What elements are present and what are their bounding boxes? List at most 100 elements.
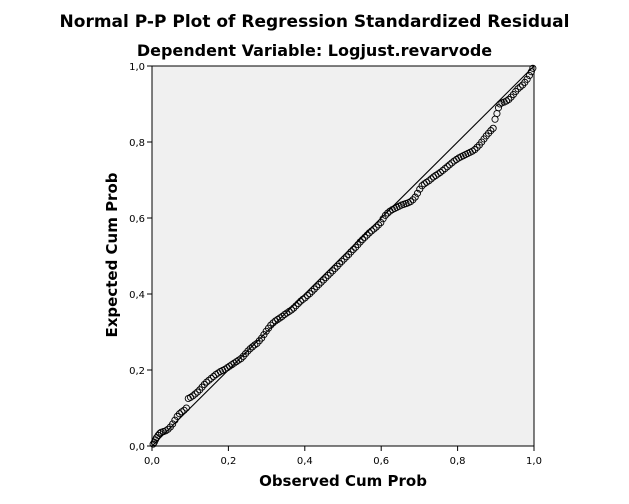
data-point <box>427 175 435 183</box>
x-tick-label: 0,0 <box>144 456 160 467</box>
y-tick-label: 0,4 <box>129 290 145 301</box>
data-point <box>384 209 392 217</box>
data-point <box>529 64 537 72</box>
x-tick-label: 0,4 <box>297 456 313 467</box>
data-point <box>246 345 254 353</box>
data-point <box>329 267 337 275</box>
x-tick-label: 1,0 <box>526 456 542 467</box>
data-point <box>468 147 477 155</box>
data-point <box>372 223 380 231</box>
data-point <box>514 85 522 93</box>
data-point <box>487 127 495 135</box>
data-point <box>193 388 202 396</box>
data-point <box>505 95 513 103</box>
data-point <box>502 97 511 105</box>
data-point <box>269 319 277 327</box>
data-point <box>169 420 177 428</box>
data-point <box>365 229 373 237</box>
data-point <box>489 124 497 132</box>
x-tick-label: 0,6 <box>373 456 389 467</box>
data-point <box>301 294 309 302</box>
data-point <box>439 166 447 175</box>
data-point <box>251 341 259 349</box>
data-point <box>361 233 369 241</box>
data-point <box>276 314 284 322</box>
data-point <box>319 276 328 284</box>
data-point <box>496 100 504 108</box>
data-point <box>349 245 357 254</box>
chart-title: Normal P-P Plot of Regression Standardiz… <box>59 12 570 32</box>
data-point <box>441 165 449 173</box>
y-tick-label: 0,6 <box>129 214 145 225</box>
data-point <box>200 380 208 388</box>
data-point <box>308 287 316 295</box>
data-point <box>525 71 533 80</box>
data-point <box>162 427 170 435</box>
data-point <box>516 83 524 91</box>
data-point <box>448 159 456 167</box>
data-point <box>189 392 197 400</box>
data-point <box>471 146 479 154</box>
data-point <box>164 425 172 433</box>
data-point <box>425 177 433 185</box>
data-point <box>313 283 321 291</box>
x-tick-label: 0,2 <box>220 456 236 467</box>
data-point <box>322 274 330 282</box>
y-tick-label: 0,2 <box>129 366 145 377</box>
data-point <box>149 440 157 448</box>
data-point <box>377 219 385 227</box>
y-tick-label: 0,8 <box>129 138 145 149</box>
data-point <box>347 248 355 256</box>
data-point <box>310 285 318 293</box>
data-point <box>290 304 298 312</box>
data-point <box>175 410 184 418</box>
data-point <box>356 238 364 246</box>
data-point <box>443 163 451 171</box>
y-tick-label: 0,0 <box>129 442 145 453</box>
data-point <box>418 182 426 190</box>
data-point <box>340 255 348 263</box>
data-point <box>324 271 332 279</box>
data-point <box>523 75 531 83</box>
data-point <box>368 227 376 235</box>
data-point <box>446 161 454 169</box>
data-point <box>180 406 188 414</box>
data-point <box>267 321 275 329</box>
data-point <box>434 170 442 178</box>
data-point <box>411 193 419 201</box>
data-point <box>473 143 481 151</box>
data-point <box>326 269 334 277</box>
y-axis-label: Expected Cum Prob <box>103 172 121 338</box>
data-point <box>294 299 302 308</box>
data-point <box>203 378 211 386</box>
data-point <box>436 168 444 176</box>
data-point <box>171 416 179 424</box>
data-point <box>205 376 213 384</box>
data-point <box>370 225 378 233</box>
data-point <box>336 260 344 268</box>
data-point <box>317 278 325 286</box>
data-point <box>285 307 293 316</box>
data-point <box>407 198 415 206</box>
data-point <box>297 297 305 305</box>
data-point <box>278 312 286 320</box>
y-tick-label: 1,0 <box>129 62 145 73</box>
data-point <box>338 257 346 265</box>
data-point <box>187 393 195 401</box>
data-point <box>287 306 295 314</box>
data-point <box>156 429 164 438</box>
data-point <box>413 189 422 197</box>
data-point <box>292 302 300 310</box>
data-point <box>374 221 383 229</box>
data-point <box>182 404 190 412</box>
data-point <box>315 280 323 289</box>
data-point <box>381 211 389 219</box>
data-point <box>342 253 350 261</box>
data-point <box>358 236 367 244</box>
data-point <box>207 374 215 382</box>
data-point <box>331 264 339 273</box>
data-point <box>494 104 503 112</box>
plot-frame <box>151 65 535 447</box>
